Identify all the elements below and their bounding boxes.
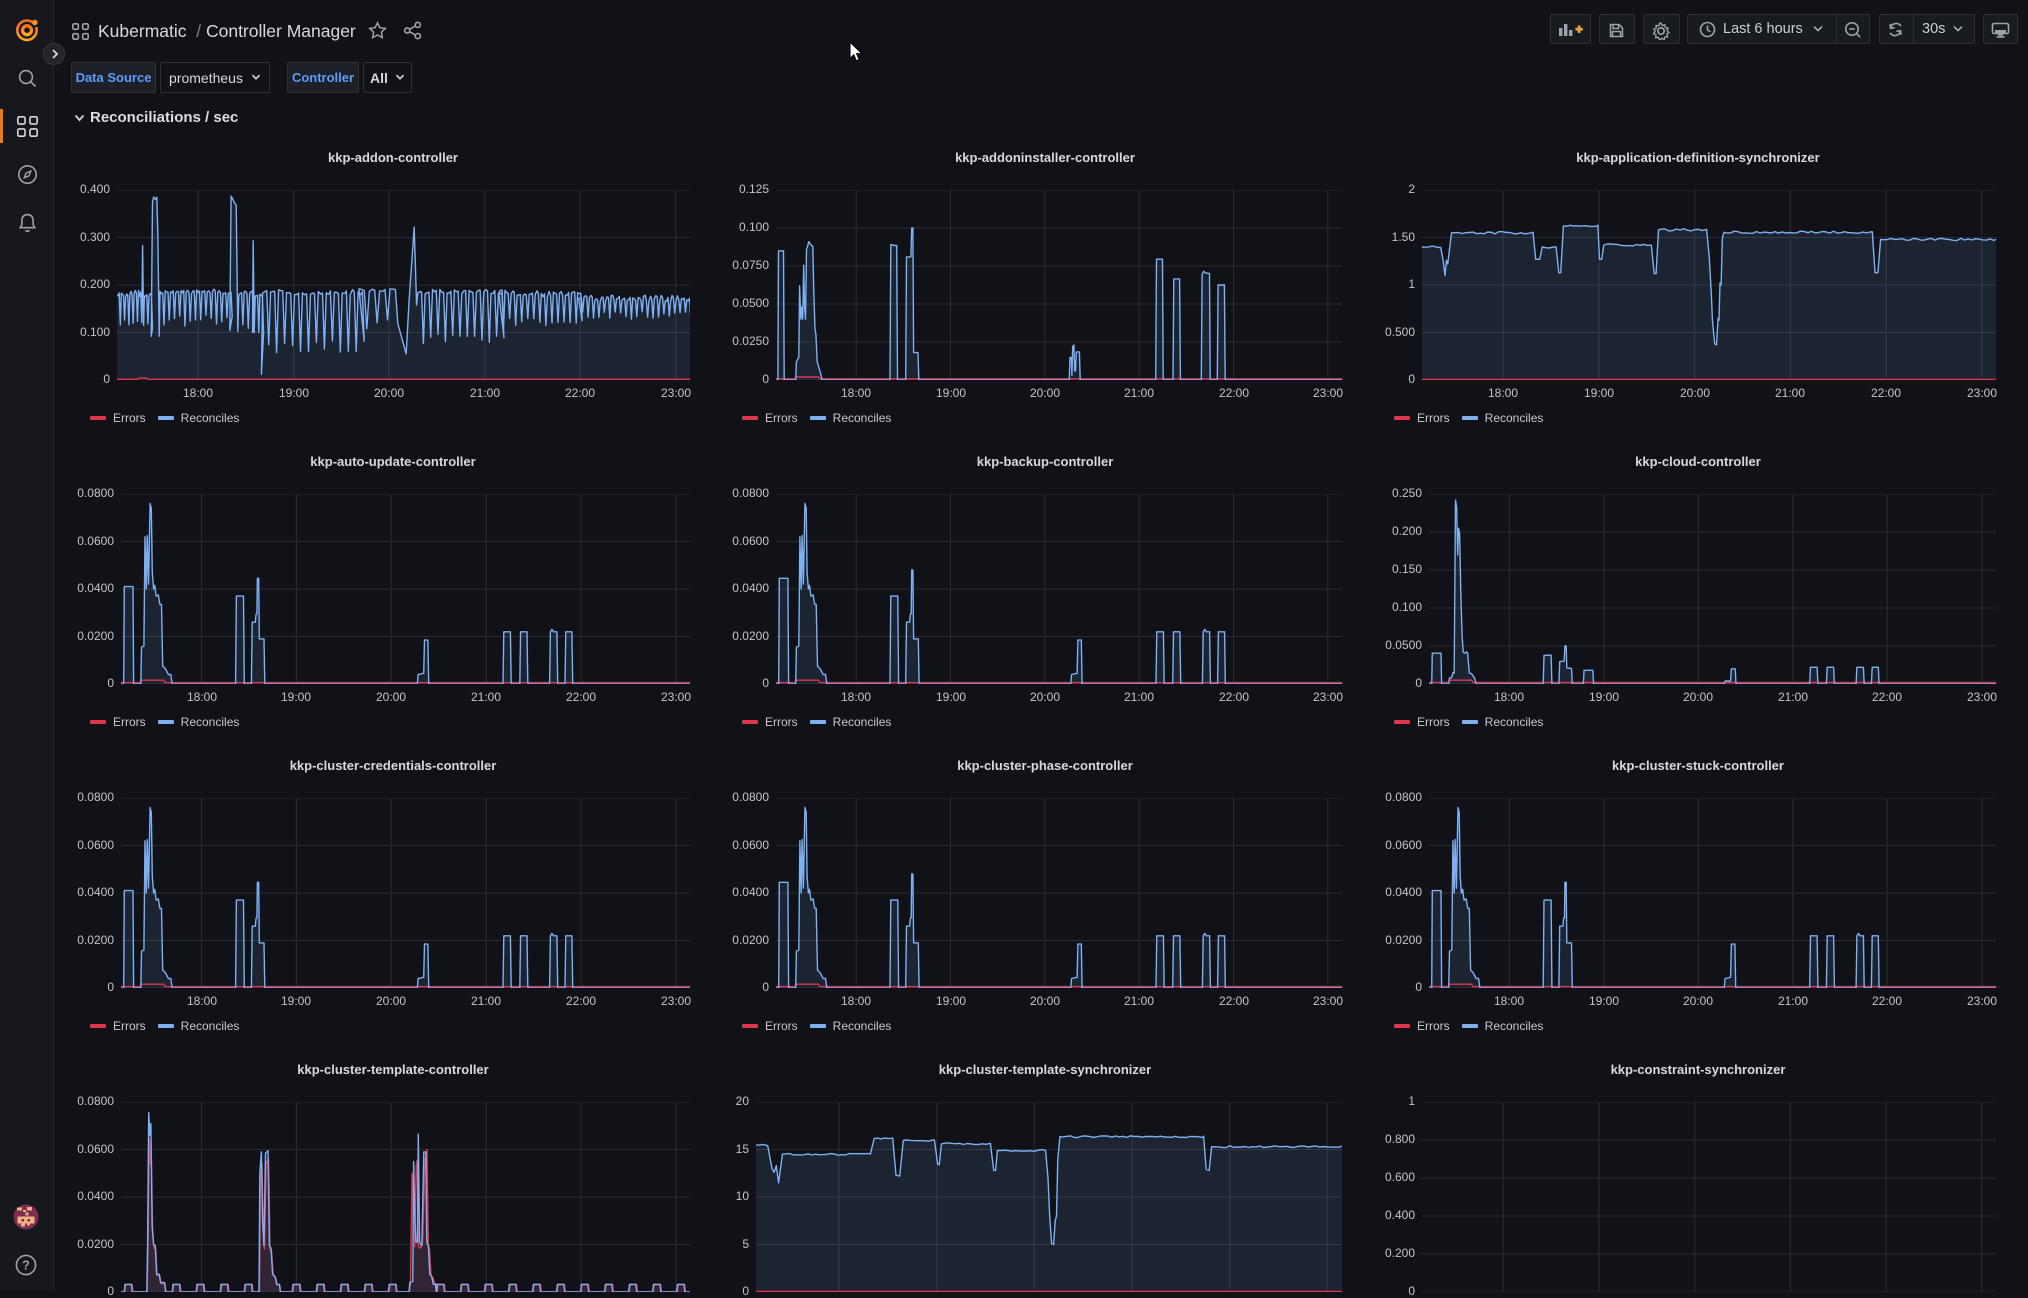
svg-text:?: ?	[22, 1258, 30, 1272]
